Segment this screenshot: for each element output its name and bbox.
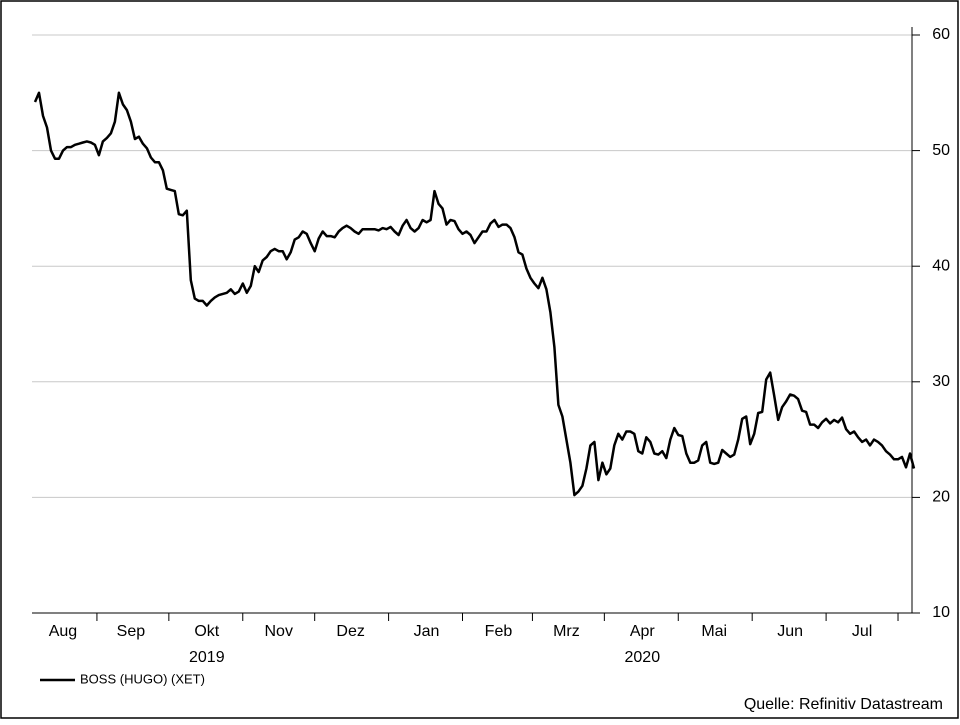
x-tick-label: Sep xyxy=(117,623,146,640)
x-tick-label: Apr xyxy=(630,623,656,640)
y-tick-label: 40 xyxy=(932,257,950,274)
y-tick-label: 10 xyxy=(932,604,950,621)
y-tick-label: 30 xyxy=(932,373,950,390)
x-tick-label: Okt xyxy=(194,623,219,640)
y-tick-label: 60 xyxy=(932,26,950,43)
x-tick-label: Jul xyxy=(852,623,872,640)
price-line xyxy=(33,91,916,497)
x-tick-label: Mai xyxy=(701,623,727,640)
x-tick-label: Jan xyxy=(414,623,440,640)
y-tick-label: 50 xyxy=(932,142,950,159)
x-tick-label: Dez xyxy=(336,623,364,640)
source-note: Quelle: Refinitiv Datastream xyxy=(744,696,943,713)
x-tick-label: Jun xyxy=(777,623,803,640)
x-tick-label: Feb xyxy=(485,623,513,640)
x-year-label: 2019 xyxy=(189,649,225,666)
y-tick-label: 20 xyxy=(932,489,950,506)
x-tick-label: Aug xyxy=(49,623,77,640)
legend-label: BOSS (HUGO) (XET) xyxy=(80,671,205,686)
x-tick-label: Mrz xyxy=(553,623,580,640)
x-tick-label: Nov xyxy=(264,623,292,640)
x-year-label: 2020 xyxy=(625,649,661,666)
